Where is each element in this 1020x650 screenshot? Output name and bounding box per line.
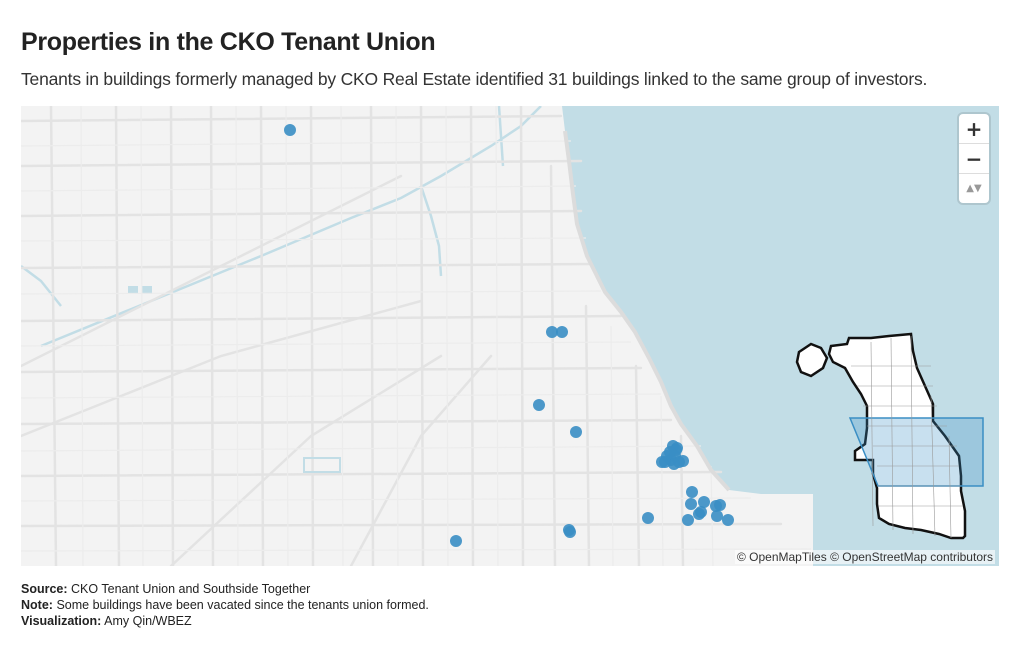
property-marker[interactable] bbox=[698, 496, 710, 508]
property-marker[interactable] bbox=[722, 514, 734, 526]
map-area[interactable]: + − ▲▼ © OpenMapTiles © OpenStreetMap co… bbox=[21, 106, 999, 566]
reset-north-button[interactable]: ▲▼ bbox=[959, 174, 989, 203]
property-points bbox=[284, 124, 734, 547]
property-marker[interactable] bbox=[685, 498, 697, 510]
road-network bbox=[21, 106, 783, 566]
pond bbox=[142, 286, 152, 294]
property-marker[interactable] bbox=[686, 486, 698, 498]
minor-roads bbox=[21, 106, 812, 566]
shoreline bbox=[563, 130, 731, 492]
property-marker[interactable] bbox=[570, 426, 582, 438]
property-marker[interactable] bbox=[668, 458, 680, 470]
map-attribution[interactable]: © OpenMapTiles © OpenStreetMap contribut… bbox=[734, 550, 995, 564]
note-line: Note: Some buildings have been vacated s… bbox=[21, 598, 429, 612]
property-marker[interactable] bbox=[656, 456, 668, 468]
property-marker[interactable] bbox=[546, 326, 558, 338]
zoom-out-button[interactable]: − bbox=[959, 144, 989, 174]
chart-title: Properties in the CKO Tenant Union bbox=[21, 28, 436, 56]
zoom-controls: + − ▲▼ bbox=[959, 114, 989, 203]
basemap bbox=[21, 106, 999, 566]
inset-community-lines bbox=[851, 335, 963, 539]
property-marker[interactable] bbox=[682, 514, 694, 526]
property-marker[interactable] bbox=[533, 399, 545, 411]
property-marker[interactable] bbox=[693, 508, 705, 520]
credit-line: Visualization: Amy Qin/WBEZ bbox=[21, 614, 192, 628]
pond bbox=[128, 286, 138, 294]
footer-notes: Source: CKO Tenant Union and Southside T… bbox=[21, 581, 429, 629]
zoom-in-button[interactable]: + bbox=[959, 114, 989, 144]
property-marker[interactable] bbox=[556, 326, 568, 338]
source-line: Source: CKO Tenant Union and Southside T… bbox=[21, 582, 311, 596]
park bbox=[303, 457, 341, 473]
property-marker[interactable] bbox=[710, 500, 722, 512]
property-marker[interactable] bbox=[711, 510, 723, 522]
property-marker[interactable] bbox=[642, 512, 654, 524]
inset-ohare bbox=[795, 342, 829, 378]
inset-city-outline bbox=[827, 332, 967, 540]
property-marker[interactable] bbox=[450, 535, 462, 547]
inset-locator-map bbox=[795, 332, 984, 540]
compass-icon: ▲▼ bbox=[966, 183, 982, 194]
property-marker[interactable] bbox=[284, 124, 296, 136]
property-marker[interactable] bbox=[670, 444, 682, 456]
property-marker[interactable] bbox=[563, 524, 575, 536]
chart-subtitle: Tenants in buildings formerly managed by… bbox=[21, 69, 928, 89]
